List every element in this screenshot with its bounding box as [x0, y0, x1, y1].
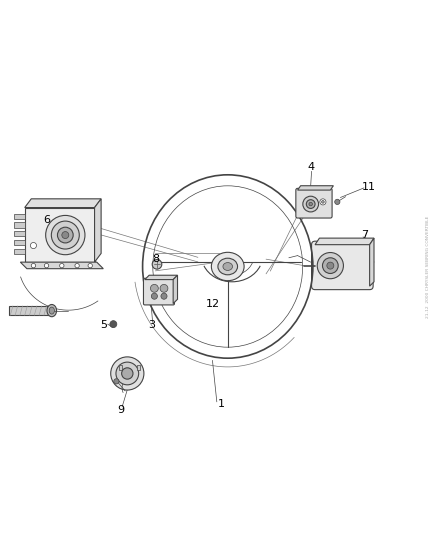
Circle shape	[62, 231, 69, 239]
Circle shape	[31, 263, 35, 268]
Ellipse shape	[223, 263, 233, 270]
Bar	[14, 231, 25, 236]
Circle shape	[151, 293, 157, 299]
Circle shape	[160, 285, 168, 292]
FancyBboxPatch shape	[144, 278, 174, 305]
Bar	[14, 240, 25, 245]
Polygon shape	[297, 185, 333, 190]
Circle shape	[317, 253, 343, 279]
Circle shape	[116, 362, 139, 385]
Text: 11: 11	[362, 182, 376, 192]
Text: 9: 9	[117, 405, 124, 415]
Circle shape	[30, 243, 36, 248]
Circle shape	[306, 200, 315, 208]
Circle shape	[57, 227, 73, 243]
Text: 5: 5	[100, 320, 107, 329]
Circle shape	[60, 263, 64, 268]
Circle shape	[309, 203, 312, 206]
Circle shape	[335, 199, 340, 205]
Polygon shape	[145, 275, 177, 280]
Circle shape	[303, 196, 318, 212]
Text: 1: 1	[218, 399, 225, 409]
Circle shape	[75, 263, 79, 268]
Circle shape	[152, 260, 162, 269]
Ellipse shape	[218, 258, 237, 275]
FancyBboxPatch shape	[311, 241, 373, 289]
Circle shape	[111, 357, 144, 390]
Text: 8: 8	[152, 254, 159, 264]
Circle shape	[44, 263, 49, 268]
Polygon shape	[370, 238, 374, 286]
Circle shape	[88, 263, 92, 268]
Circle shape	[110, 321, 117, 328]
Polygon shape	[25, 199, 101, 207]
Ellipse shape	[212, 252, 244, 281]
Ellipse shape	[47, 304, 57, 317]
Text: 3: 3	[148, 320, 155, 330]
Text: 6: 6	[43, 215, 50, 225]
Circle shape	[161, 293, 167, 299]
Bar	[14, 248, 25, 254]
Bar	[14, 222, 25, 228]
Circle shape	[321, 200, 324, 203]
Bar	[119, 365, 122, 370]
Circle shape	[51, 221, 79, 249]
Text: 4: 4	[307, 163, 314, 172]
Bar	[14, 214, 25, 219]
Bar	[9, 306, 54, 316]
Bar	[137, 365, 141, 370]
Polygon shape	[173, 275, 177, 304]
Text: 12: 12	[205, 298, 219, 309]
Polygon shape	[315, 238, 374, 245]
Text: 21-12  2000 CHRYSLER SEBRING CONVERTIBLE: 21-12 2000 CHRYSLER SEBRING CONVERTIBLE	[426, 215, 430, 318]
Circle shape	[322, 258, 338, 273]
Polygon shape	[20, 262, 103, 269]
Ellipse shape	[49, 307, 54, 314]
Circle shape	[150, 285, 158, 292]
Circle shape	[122, 368, 133, 379]
Circle shape	[320, 199, 326, 205]
Polygon shape	[95, 199, 101, 262]
Circle shape	[46, 215, 85, 255]
Circle shape	[327, 262, 334, 269]
FancyBboxPatch shape	[296, 188, 332, 218]
Bar	[25, 207, 95, 262]
Text: 7: 7	[361, 230, 368, 240]
Circle shape	[114, 379, 119, 384]
